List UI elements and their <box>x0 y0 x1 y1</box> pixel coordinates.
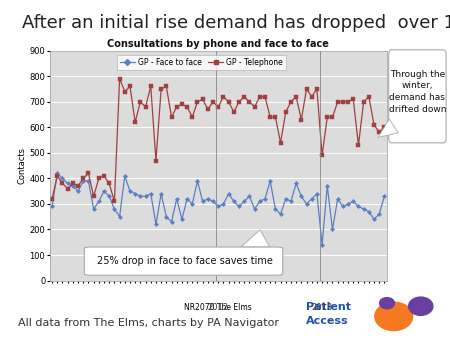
Text: 2013: 2013 <box>311 303 333 312</box>
Y-axis label: Contacts: Contacts <box>18 147 27 184</box>
GP - Telephone <box>200 97 205 101</box>
Text: After an initial rise demand has dropped  over 10%.: After an initial rise demand has dropped… <box>22 14 450 31</box>
Legend: GP - Face to face, GP - Telephone: GP - Face to face, GP - Telephone <box>117 54 286 70</box>
GP - Telephone <box>158 87 164 91</box>
Text: 2012: 2012 <box>208 303 229 312</box>
GP - Telephone <box>382 125 387 129</box>
Circle shape <box>375 302 413 331</box>
Circle shape <box>409 297 433 315</box>
GP - Telephone <box>138 100 143 104</box>
GP - Face to face <box>345 202 351 206</box>
GP - Face to face <box>320 243 325 247</box>
Text: 25% drop in face to face saves time: 25% drop in face to face saves time <box>97 256 272 266</box>
GP - Face to face <box>382 194 387 198</box>
GP - Face to face <box>50 204 55 209</box>
FancyBboxPatch shape <box>389 50 446 143</box>
Text: Access: Access <box>306 316 349 327</box>
Line: GP - Face to face: GP - Face to face <box>50 172 386 246</box>
GP - Face to face <box>226 192 231 196</box>
GP - Face to face <box>195 179 200 183</box>
GP - Face to face <box>54 171 60 175</box>
Text: Through the
winter,
demand has
drifted down: Through the winter, demand has drifted d… <box>389 70 446 114</box>
Text: All data from The Elms, charts by PA Navigator: All data from The Elms, charts by PA Nav… <box>18 318 279 328</box>
GP - Telephone <box>117 77 122 81</box>
GP - Telephone <box>50 197 55 201</box>
Circle shape <box>380 298 394 309</box>
Line: GP - Telephone: GP - Telephone <box>50 77 386 203</box>
GP - Telephone <box>345 100 351 104</box>
Title: Consultations by phone and face to face: Consultations by phone and face to face <box>107 39 329 49</box>
GP - Telephone <box>231 110 237 114</box>
GP - Face to face <box>153 222 159 226</box>
Text: Patient: Patient <box>306 302 351 312</box>
GP - Telephone <box>112 199 117 203</box>
GP - Face to face <box>371 217 377 221</box>
GP - Telephone <box>371 123 377 127</box>
FancyBboxPatch shape <box>84 247 283 275</box>
GP - Face to face <box>132 192 138 196</box>
X-axis label: NR2070 The Elms: NR2070 The Elms <box>184 303 252 312</box>
